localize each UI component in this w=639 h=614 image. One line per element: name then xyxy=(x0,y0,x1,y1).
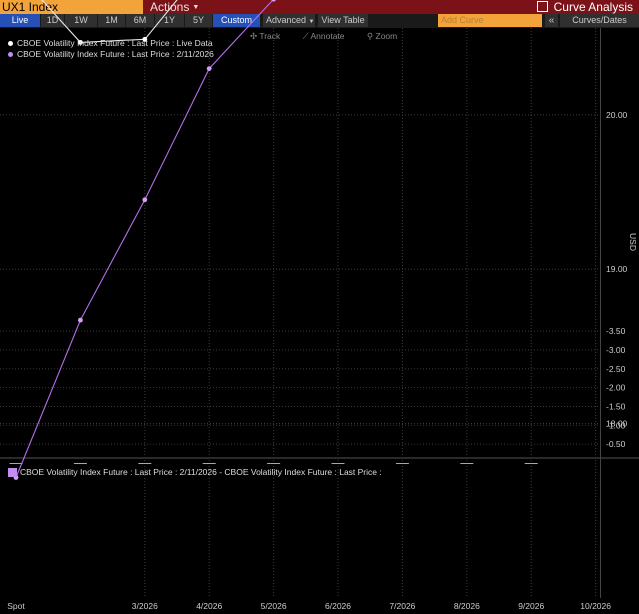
window-title: Curve Analysis xyxy=(536,0,633,14)
difference-bar xyxy=(331,463,345,464)
add-curve-input[interactable] xyxy=(438,14,542,27)
difference-bar xyxy=(73,463,87,464)
y-tick-label: -1.00 xyxy=(606,420,626,430)
title-bar xyxy=(0,0,639,14)
window-title-text: Curve Analysis xyxy=(553,0,633,14)
zoom-tool[interactable]: ⚲ Zoom xyxy=(366,31,398,41)
y-tick-label: -3.50 xyxy=(606,326,626,336)
difference-bar xyxy=(138,463,152,464)
chart-legend: CBOE Volatility Index Future : Last Pric… xyxy=(8,38,214,60)
difference-bar xyxy=(267,463,281,464)
y-tick-label: 20.00 xyxy=(606,110,628,120)
track-label: Track xyxy=(259,31,281,41)
advanced-label: Advanced xyxy=(266,15,307,25)
x-tick-label: Spot xyxy=(7,601,25,611)
legend-dot-icon xyxy=(8,41,13,46)
x-tick-label: 9/2026 xyxy=(518,601,544,611)
chevron-down-icon: ▼ xyxy=(308,19,315,25)
range-5y-button[interactable]: 5Y xyxy=(185,14,212,27)
x-tick-label: 5/2026 xyxy=(261,601,287,611)
y-axis-label: USD xyxy=(628,233,638,251)
actions-label: Actions xyxy=(150,0,190,14)
data-point xyxy=(142,197,148,203)
range-1w-button[interactable]: 1W xyxy=(65,14,97,27)
legend-dot-icon xyxy=(8,52,13,57)
range-custom-button[interactable]: Custom xyxy=(213,14,260,27)
curves-dates-button[interactable]: Curves/Dates xyxy=(560,14,639,27)
y-tick-label: 19.00 xyxy=(606,264,628,274)
advanced-menu[interactable]: Advanced ▼ xyxy=(263,14,315,27)
data-point xyxy=(142,36,148,42)
annotate-tool[interactable]: ⟋ Annotate xyxy=(302,31,345,41)
difference-bar xyxy=(460,463,474,464)
data-point xyxy=(78,317,83,323)
actions-menu[interactable]: Actions ▼ xyxy=(150,0,199,14)
difference-bar xyxy=(395,463,409,464)
data-point xyxy=(78,39,83,45)
y-tick-label: -2.00 xyxy=(606,383,626,393)
data-point xyxy=(206,66,212,72)
difference-bar xyxy=(202,463,216,464)
x-tick-label: 7/2026 xyxy=(389,601,415,611)
y-tick-label: -1.50 xyxy=(606,401,626,411)
series-line xyxy=(15,0,274,478)
track-tool[interactable]: ✣ Track xyxy=(250,31,281,41)
difference-bar xyxy=(524,463,538,464)
series-line xyxy=(41,0,178,43)
data-point xyxy=(271,0,276,2)
range-1m-button[interactable]: 1M xyxy=(98,14,125,27)
ticker-field[interactable]: UX1 Index xyxy=(0,0,143,14)
legend-swatch-icon xyxy=(8,468,17,478)
zoom-label: Zoom xyxy=(375,31,398,41)
range-6m-button[interactable]: 6M xyxy=(126,14,154,27)
view-table-button[interactable]: View Table xyxy=(318,14,368,27)
legend-entry-live[interactable]: CBOE Volatility Index Future : Last Pric… xyxy=(8,38,214,49)
y-tick-label: -3.00 xyxy=(606,345,626,355)
x-tick-label: 8/2026 xyxy=(454,601,480,611)
collapse-arrows-icon[interactable]: « xyxy=(545,14,558,27)
legend-entry-historical[interactable]: CBOE Volatility Index Future : Last Pric… xyxy=(8,49,214,60)
range-live-button[interactable]: Live xyxy=(0,14,40,27)
legend-label: CBOE Volatility Index Future : Last Pric… xyxy=(17,49,214,59)
x-tick-label: 6/2026 xyxy=(325,601,351,611)
difference-bar xyxy=(9,463,23,464)
y-tick-label: -2.50 xyxy=(606,364,626,374)
external-link-icon[interactable] xyxy=(536,1,548,12)
chevron-down-icon: ▼ xyxy=(192,3,200,11)
x-tick-label: 10/2026 xyxy=(580,601,611,611)
y-tick-label: -0.50 xyxy=(606,439,626,449)
y-tick-label: 18.00 xyxy=(606,419,628,429)
legend-label: CBOE Volatility Index Future : Last Pric… xyxy=(17,38,213,48)
difference-legend[interactable]: CBOE Volatility Index Future : Last Pric… xyxy=(8,467,382,478)
annotate-label: Annotate xyxy=(310,31,345,41)
x-tick-label: 4/2026 xyxy=(196,601,222,611)
x-tick-label: 3/2026 xyxy=(132,601,158,611)
difference-legend-label: CBOE Volatility Index Future : Last Pric… xyxy=(20,467,382,477)
chart-tools: ✣ Track ⟋ Annotate ⚲ Zoom xyxy=(250,31,417,42)
